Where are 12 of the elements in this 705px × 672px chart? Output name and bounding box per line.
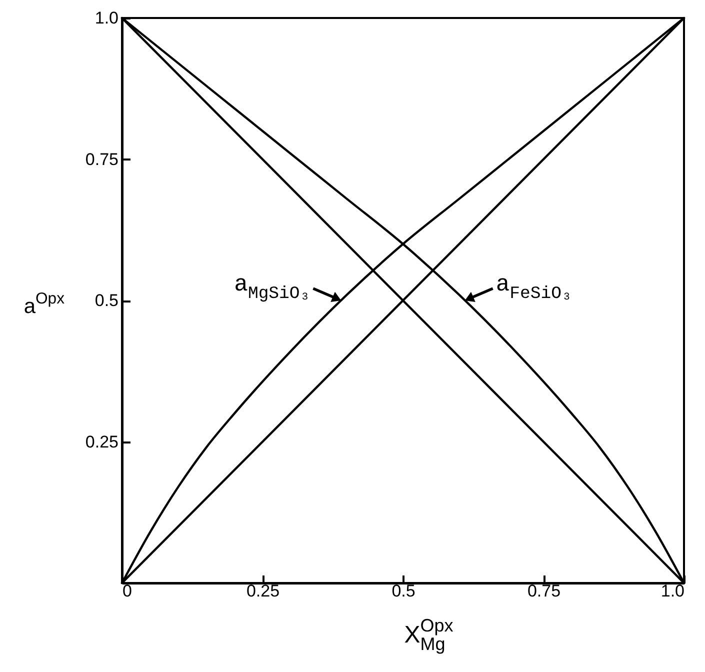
y-axis-title: a$^{Opx}$ <box>24 290 65 318</box>
x-tick-label: 0.5 <box>392 582 416 600</box>
series-label: a$_{MgSiO₃}$ <box>234 272 310 304</box>
y-tick-label: 0.75 <box>85 150 118 169</box>
x-tick-label: 0 <box>122 582 132 600</box>
y-tick-label: 0.5 <box>94 291 118 310</box>
x-tick-label: 0.25 <box>246 582 280 600</box>
x-tick-label: 0.75 <box>527 582 561 600</box>
y-tick-label: 1.0 <box>94 8 118 28</box>
legend-label: a$_{FeSiO₃}$ <box>496 272 572 304</box>
y-tick-label: 0.25 <box>85 432 118 452</box>
x-tick-label: 1.0 <box>660 582 684 600</box>
